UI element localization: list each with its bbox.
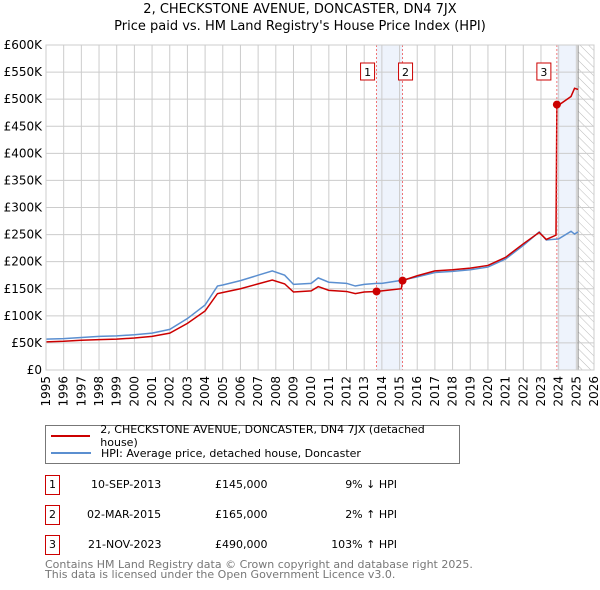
sale-price: £165,000 <box>215 508 268 521</box>
x-tick-label: 2019 <box>463 376 477 407</box>
y-tick-label: £500K <box>4 92 44 106</box>
x-tick-label: 2012 <box>340 376 354 407</box>
sale-row: 3 21-NOV-2023 £490,000 103% ↑ HPI <box>45 535 465 555</box>
sale-marker-box <box>360 62 376 81</box>
footer-copyright: Contains HM Land Registry data © Crown c… <box>45 558 473 571</box>
series-line <box>45 87 579 343</box>
x-tick-label: 2003 <box>180 376 194 407</box>
x-tick-label: 1998 <box>92 376 106 407</box>
x-tick-label: 2006 <box>233 376 247 407</box>
sale-hpi: 103% ↑ HPI <box>331 538 397 551</box>
x-tick-label: 2016 <box>410 376 424 407</box>
sale-row: 1 10-SEP-2013 £145,000 9% ↓ HPI <box>45 475 465 495</box>
sale-marker-label: 2 <box>402 66 409 79</box>
footer-licence: This data is licensed under the Open Gov… <box>45 568 396 581</box>
legend-item-hpi: HPI: Average price, detached house, Donc… <box>51 445 361 461</box>
y-tick-label: £550K <box>4 65 44 79</box>
x-tick-label: 2005 <box>216 376 230 407</box>
x-tick-label: 2014 <box>375 376 389 407</box>
y-tick-label: £250K <box>4 228 44 242</box>
sale-marker-label: 1 <box>364 66 371 79</box>
x-tick-label: 2023 <box>534 376 548 407</box>
y-tick-label: £0 <box>27 363 42 377</box>
series-line <box>45 230 579 340</box>
sale-date: 02-MAR-2015 <box>87 508 162 521</box>
y-tick-label: £600K <box>4 38 44 52</box>
x-tick-label: 1997 <box>74 376 88 407</box>
x-tick-label: 2018 <box>446 376 460 407</box>
sale-hpi: 9% ↓ HPI <box>345 478 397 491</box>
plot-area: 1995 1996 1997 1998 1999 2000 2001 2002 2003 2004… <box>4 38 600 407</box>
x-tick-label: 2004 <box>198 376 212 407</box>
y-tick-label: £150K <box>4 282 44 296</box>
x-tick-label: 2026 <box>587 376 600 407</box>
x-tick-label: 2008 <box>269 376 283 407</box>
x-tick-label: 2024 <box>552 376 566 407</box>
y-tick-label: £450K <box>4 119 44 133</box>
x-tick-label: 2015 <box>393 376 407 407</box>
chart-subtitle: Price paid vs. HM Land Registry's House … <box>114 19 486 34</box>
sale-marker-label: 1 <box>45 475 60 495</box>
sale-point <box>372 287 381 296</box>
x-tick-label: 2022 <box>516 376 530 407</box>
y-tick-label: £400K <box>4 146 44 160</box>
chart-title: 2, CHECKSTONE AVENUE, DONCASTER, DN4 7JX <box>143 2 457 17</box>
y-tick-label: £50K <box>11 336 43 350</box>
sale-date: 10-SEP-2013 <box>91 478 162 491</box>
y-tick-label: £300K <box>4 201 44 215</box>
y-tick-label: £100K <box>4 309 44 323</box>
x-tick-label: 1996 <box>57 376 71 407</box>
x-tick-label: 2017 <box>428 376 442 407</box>
sale-point <box>398 276 407 285</box>
legend-item-property: 2, CHECKSTONE AVENUE, DONCASTER, DN4 7JX… <box>51 423 459 449</box>
sale-point <box>552 100 561 109</box>
x-tick-label: 2010 <box>304 376 318 407</box>
x-tick-label: 2013 <box>357 376 371 407</box>
y-tick-label: £350K <box>4 173 44 187</box>
footer: Contains HM Land Registry data © Crown c… <box>45 558 473 581</box>
x-tick-label: 2011 <box>322 376 336 407</box>
sale-marker-label: 3 <box>45 535 60 555</box>
sale-hpi: 2% ↑ HPI <box>345 508 397 521</box>
x-tick-label: 1995 <box>39 376 53 407</box>
sale-marker-label: 2 <box>45 505 60 525</box>
sale-row: 2 02-MAR-2015 £165,000 2% ↑ HPI <box>45 505 465 525</box>
legend-label: HPI: Average price, detached house, Donc… <box>101 446 361 460</box>
sale-marker-box <box>536 62 552 81</box>
x-tick-label: 2000 <box>127 376 141 407</box>
legend-label: 2, CHECKSTONE AVENUE, DONCASTER, DN4 7JX… <box>100 423 425 449</box>
sale-price: £490,000 <box>215 538 268 551</box>
y-tick-label: £200K <box>4 255 44 269</box>
x-tick-label: 2001 <box>145 376 159 407</box>
legend: 2, CHECKSTONE AVENUE, DONCASTER, DN4 7JX… <box>45 423 460 464</box>
sale-date: 21-NOV-2023 <box>88 538 162 551</box>
x-tick-label: 2020 <box>481 376 495 407</box>
x-tick-label: 2007 <box>251 376 265 407</box>
x-tick-label: 2009 <box>286 376 300 407</box>
x-tick-label: 2021 <box>499 376 513 407</box>
x-tick-label: 1999 <box>110 376 124 407</box>
x-tick-label: 2025 <box>569 376 583 407</box>
sale-marker-label: 3 <box>540 66 547 79</box>
x-tick-label: 2002 <box>163 376 177 407</box>
plot-border <box>45 44 595 371</box>
sale-marker-box <box>398 62 414 81</box>
legend-line-red <box>51 435 91 437</box>
sale-price: £145,000 <box>215 478 268 491</box>
legend-line-blue <box>51 452 91 454</box>
